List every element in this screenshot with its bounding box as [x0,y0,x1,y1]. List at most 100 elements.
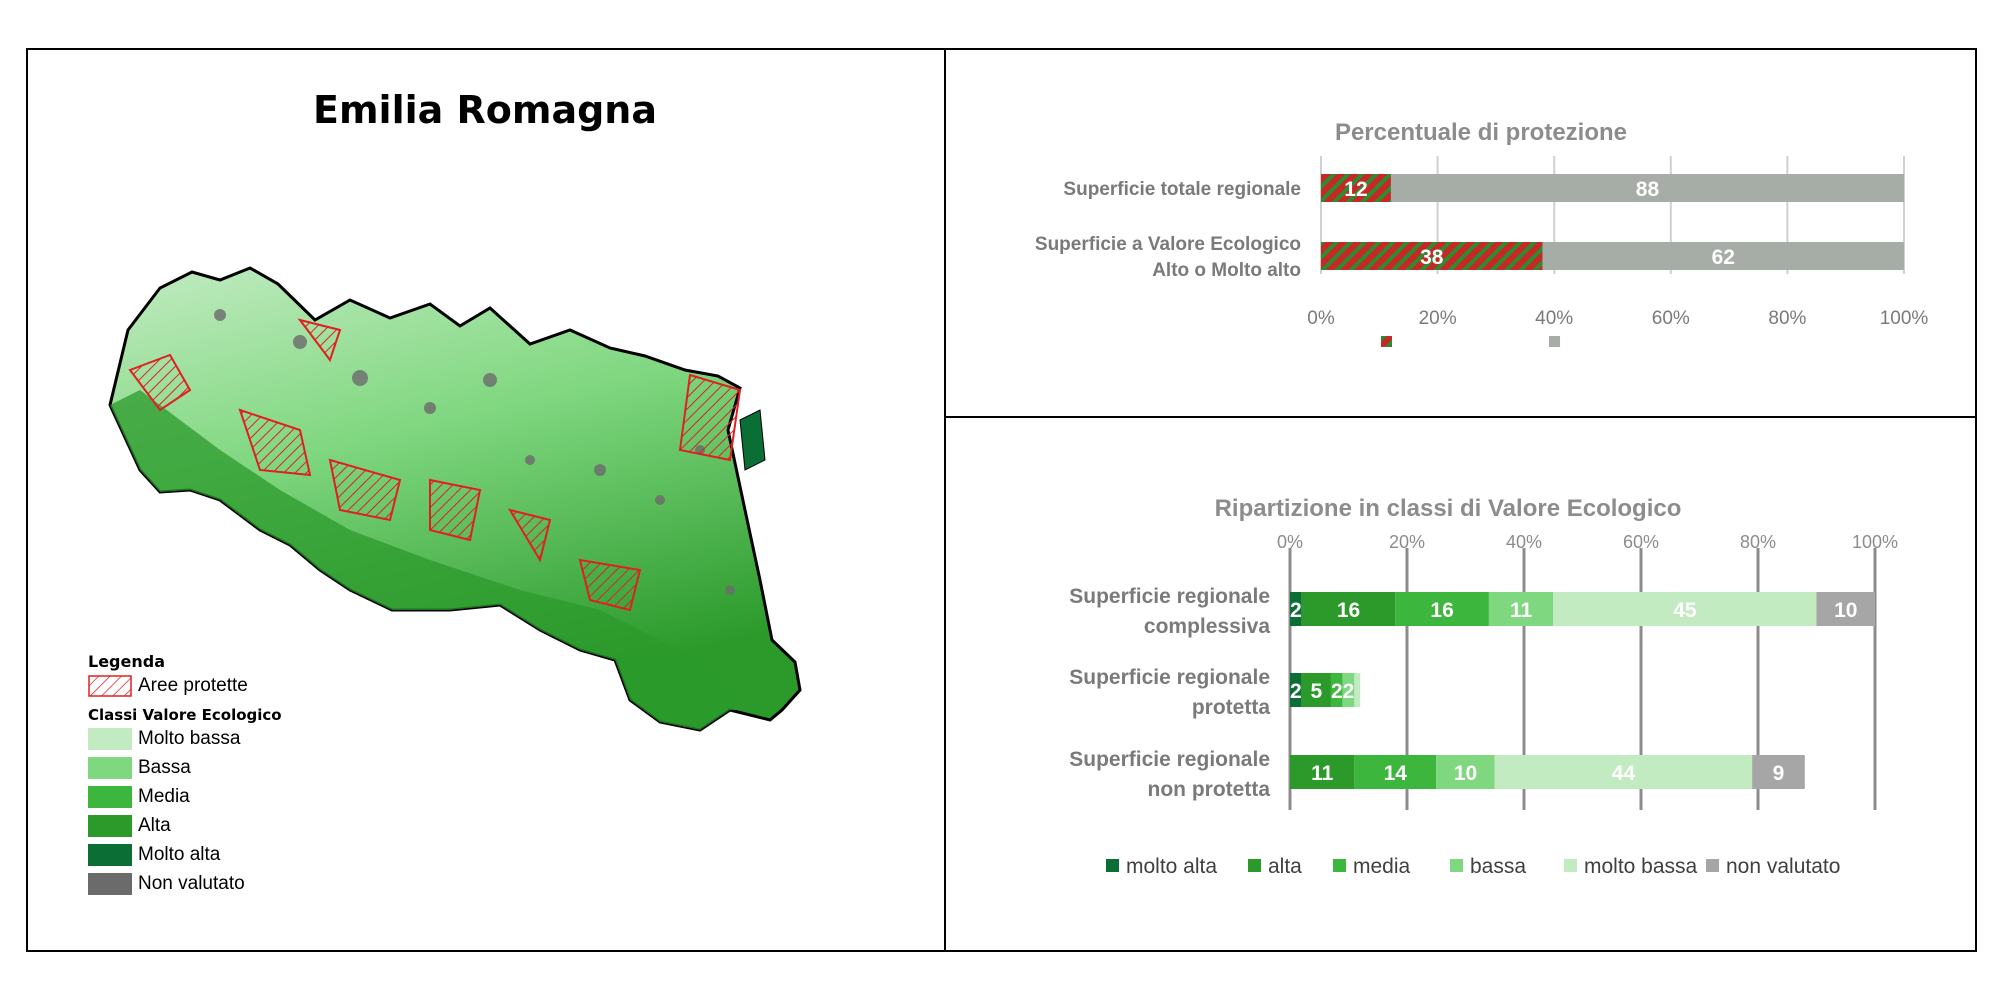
legend-class-row: Molto alta [88,840,282,869]
bar-segment [1321,174,1391,202]
legend-class-label: Molto bassa [138,727,241,749]
data-label: 11 [1311,762,1334,785]
category-label: Alto o Molto alto [1152,260,1301,281]
data-label: 38 [1420,246,1444,269]
high-value-area [110,390,760,730]
x-tick-label: 20% [1419,308,1457,329]
bar-segment [1321,242,1543,270]
bar-segment [1342,673,1355,707]
legend-title: Legenda [88,652,165,671]
legend-classes: Molto bassa Bassa Media Alta Molto alta Non v… [88,724,282,898]
bar-segment [1390,174,1904,202]
legend-marker-protected [1381,336,1392,347]
bar-segment [1290,592,1302,626]
legend-class-row: Non valutato [88,869,282,898]
legend-class-label: Bassa [138,756,191,778]
legend-class-row: Media [88,782,282,811]
x-tick-label: 80% [1740,532,1776,552]
legend-swatch [1564,859,1577,872]
bar-segment [1290,755,1355,789]
data-label: 5 [1310,680,1322,703]
x-tick-label: 20% [1389,532,1425,552]
legend-class-label: Media [138,785,190,807]
legend-class-swatch [88,814,132,837]
category-label: complessiva [1144,615,1270,638]
data-label: 10 [1454,762,1477,785]
legend-swatch [1450,859,1463,872]
figure-frame [26,48,1977,952]
bar-segment [1542,242,1904,270]
x-tick-label: 100% [1852,532,1898,552]
data-label: 2 [1343,680,1355,703]
data-label: 11 [1510,599,1533,622]
category-label: Superficie totale regionale [1063,179,1301,200]
legend-label: molto alta [1126,855,1217,878]
urban-areas [214,309,735,595]
legend-protected: Aree protette [88,671,282,700]
legend-swatch [1248,859,1261,872]
legend-swatch [1706,859,1719,872]
bar-segment [1301,673,1331,707]
data-label: 16 [1430,599,1453,622]
protected-swatch [88,674,132,697]
category-label: protetta [1192,696,1270,719]
protected-label: Aree protette [138,674,248,696]
bar-segment [1494,755,1753,789]
vertical-divider [944,48,946,952]
x-tick-label: 80% [1768,308,1806,329]
category-label: Superficie regionale [1069,666,1270,689]
category-label: non protetta [1148,778,1271,801]
x-tick-label: 40% [1535,308,1573,329]
legend-class-swatch [88,756,132,779]
distribution-chart: Ripartizione in classi di Valore Ecologi… [1069,495,1898,878]
category-label: Superficie regionale [1069,585,1270,608]
data-label: 44 [1612,762,1636,785]
legend-class-label: Non valutato [138,872,245,894]
legend-label: alta [1268,855,1302,878]
classes-title: Classi Valore Ecologico [88,706,282,724]
legend-class-label: Molto alta [138,843,221,865]
legend-swatch [1333,859,1346,872]
data-label: 45 [1673,599,1697,622]
legend-label: bassa [1470,855,1526,878]
legend-class-swatch [88,727,132,750]
map-legend: Legenda Aree protette Classi Valore Ecol… [88,652,282,898]
data-label: 12 [1344,178,1367,201]
legend-class-swatch [88,843,132,866]
bar-segment [1354,673,1361,707]
region-map [108,266,802,732]
bar-segment [1553,592,1817,626]
bar-segment [1436,755,1495,789]
protected-areas [128,318,742,612]
legend-class-row: Bassa [88,753,282,782]
bar-segment [1330,673,1343,707]
legend-class-row: Molto bassa [88,724,282,753]
horizontal-divider [944,416,1977,418]
data-label: 16 [1337,599,1360,622]
data-label: 2 [1331,680,1343,703]
protection-chart: Percentuale di protezione 0% 20% 40% 60% 80% 1… [1035,119,1928,347]
data-label: 10 [1834,599,1857,622]
bar-segment [1816,592,1875,626]
legend-marker-unprotected [1549,336,1560,347]
chart-title: Ripartizione in classi di Valore Ecologi… [1215,495,1682,522]
data-label: 62 [1712,246,1735,269]
x-tick-label: 0% [1277,532,1303,552]
coastal-wetland [739,409,766,471]
chart-title: Percentuale di protezione [1335,119,1627,146]
bar-segment [1488,592,1554,626]
legend-label: molto bassa [1584,855,1698,878]
bar-segment [1752,755,1805,789]
bar-segment [1301,592,1396,626]
x-tick-label: 60% [1652,308,1690,329]
legend-class-row: Alta [88,811,282,840]
bar-segment [1290,673,1302,707]
legend-class-swatch [88,785,132,808]
bar-segment [1354,755,1437,789]
legend-swatch [1106,859,1119,872]
data-label: 2 [1290,599,1302,622]
map-title: Emilia Romagna [312,88,657,132]
bar-segment [1395,592,1489,626]
data-label: 88 [1636,178,1660,201]
data-label: 2 [1290,680,1302,703]
